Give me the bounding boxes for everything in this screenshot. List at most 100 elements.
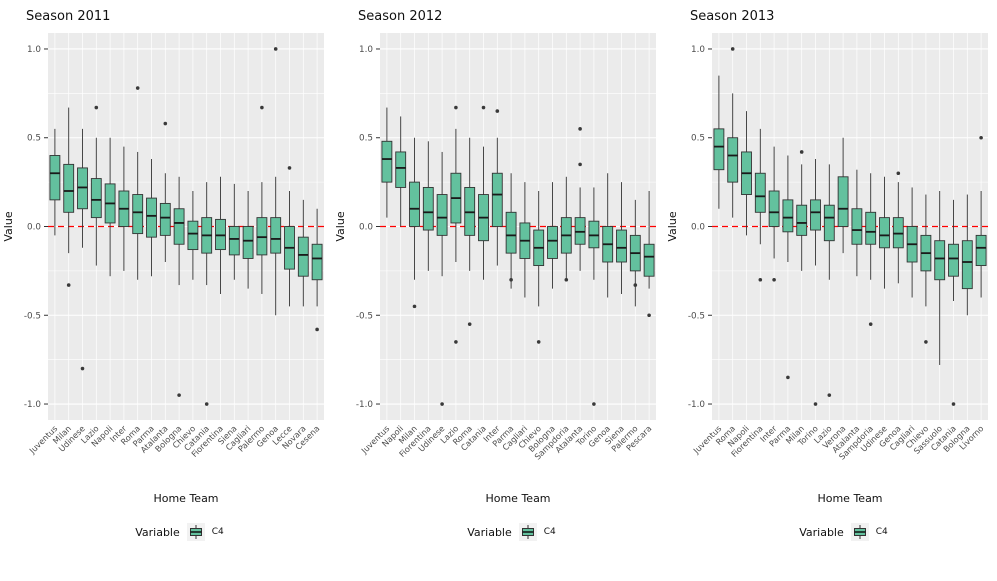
outlier-point: [440, 402, 444, 406]
outlier-point: [730, 47, 735, 51]
boxplot-panel-2012: 1.00.50.0-0.5-1.0JuventusNapoliMilanFior…: [334, 33, 656, 505]
box: [297, 236, 309, 277]
box: [643, 243, 655, 277]
legend-title: Variable: [467, 525, 512, 539]
y-tick-label: 1.0: [359, 45, 373, 55]
outlier-point: [924, 340, 928, 344]
y-axis-title: Value: [666, 211, 679, 241]
x-axis-title: Home Team: [485, 492, 550, 505]
outlier-point: [66, 283, 71, 287]
box: [381, 140, 393, 183]
y-tick-label: -1.0: [24, 400, 42, 410]
y-tick-label: -0.5: [356, 311, 373, 321]
boxplot-panel-2013: 1.00.50.0-0.5-1.0JuventusRomaNapoliFiore…: [666, 33, 988, 505]
box: [713, 128, 725, 171]
outlier-point: [273, 47, 278, 51]
y-tick-label: -1.0: [356, 400, 374, 410]
outlier-point: [578, 127, 582, 131]
x-axis-title: Home Team: [153, 492, 218, 505]
facet-season-2011: Season 2011 1.0 0.5 0.0 -0.5 -1.0 Juventus Mil…: [0, 4, 332, 541]
outlier-point: [495, 109, 500, 113]
outlier-point: [287, 166, 292, 170]
outlier-point: [467, 322, 472, 326]
box: [242, 226, 254, 259]
legend-item-label: C4: [211, 527, 224, 537]
outlier-point: [758, 277, 763, 282]
outlier-point: [204, 402, 209, 406]
legend: Variable C4: [332, 523, 663, 541]
facet-season-2013: Season 2013 1.0 0.5 0.0 -0.5 -1.0 Juventus Rom…: [664, 4, 996, 541]
box: [436, 194, 448, 236]
legend-item-label: C4: [875, 527, 888, 537]
box: [796, 204, 808, 236]
y-tick-label: 0.0: [27, 223, 41, 233]
legend-title: Variable: [799, 525, 844, 539]
outlier-point: [135, 86, 140, 90]
outlier-point: [951, 402, 956, 406]
y-tick-label: -1.0: [688, 400, 706, 410]
outlier-point: [536, 340, 541, 344]
box: [865, 211, 877, 245]
legend-key-boxplot-icon: [850, 523, 869, 541]
legend: Variable C4: [0, 523, 331, 541]
box: [754, 172, 766, 213]
box: [768, 190, 780, 227]
outlier-point: [868, 322, 873, 326]
outlier-point: [786, 375, 790, 380]
legend-key-boxplot-icon: [518, 523, 537, 541]
outlier-point: [315, 327, 319, 332]
outlier-point: [94, 105, 99, 110]
outlier-point: [647, 313, 651, 318]
box: [422, 186, 434, 231]
outlier-point: [633, 283, 638, 287]
y-tick-label: 1.0: [691, 45, 705, 55]
y-tick-label: 0.0: [691, 223, 705, 233]
y-tick-label: 0.0: [359, 223, 373, 233]
outlier-point: [163, 121, 168, 126]
outlier-point: [509, 277, 513, 282]
facet-title-2011: Season 2011: [26, 9, 111, 24]
box: [948, 243, 959, 277]
box: [270, 217, 282, 254]
y-tick-label: 1.0: [27, 45, 41, 55]
y-axis-title: Value: [334, 211, 347, 241]
facet-title-2012: Season 2012: [358, 9, 443, 24]
outlier-point: [80, 366, 85, 371]
box: [837, 176, 849, 227]
facet-season-2012: Season 2012 1.0 0.5 0.0 -0.5 -1.0 Juventus Nap…: [332, 4, 664, 541]
boxplot-figure: Season 2011 1.0 0.5 0.0 -0.5 -1.0 Juventus Mil…: [0, 4, 996, 541]
outlier-point: [454, 340, 458, 344]
box: [879, 217, 890, 249]
box: [782, 199, 794, 233]
outlier-point: [454, 105, 458, 110]
box: [505, 211, 517, 254]
box: [49, 155, 61, 201]
box: [228, 226, 240, 256]
box: [547, 226, 558, 259]
box: [311, 243, 323, 281]
box: [395, 151, 407, 188]
outlier-point: [799, 150, 804, 154]
box: [616, 229, 627, 263]
y-tick-label: 0.5: [359, 134, 373, 144]
outlier-point: [772, 277, 776, 282]
y-tick-label: 0.5: [691, 134, 705, 144]
box: [823, 204, 835, 242]
x-axis-title: Home Team: [817, 492, 882, 505]
box: [173, 208, 185, 245]
legend-key-boxplot-icon: [186, 523, 205, 541]
outlier-point: [481, 105, 486, 110]
facet-title-2013: Season 2013: [690, 9, 775, 24]
outlier-point: [578, 162, 582, 167]
box: [491, 172, 503, 227]
legend: Variable C4: [664, 523, 995, 541]
box: [961, 240, 973, 290]
y-axis-title: Value: [2, 211, 15, 241]
outlier-point: [813, 402, 818, 406]
outlier-point: [896, 171, 901, 176]
outlier-point: [177, 393, 181, 397]
outlier-point: [564, 277, 569, 282]
box: [146, 197, 157, 238]
outlier-point: [260, 105, 264, 110]
box: [810, 199, 821, 231]
